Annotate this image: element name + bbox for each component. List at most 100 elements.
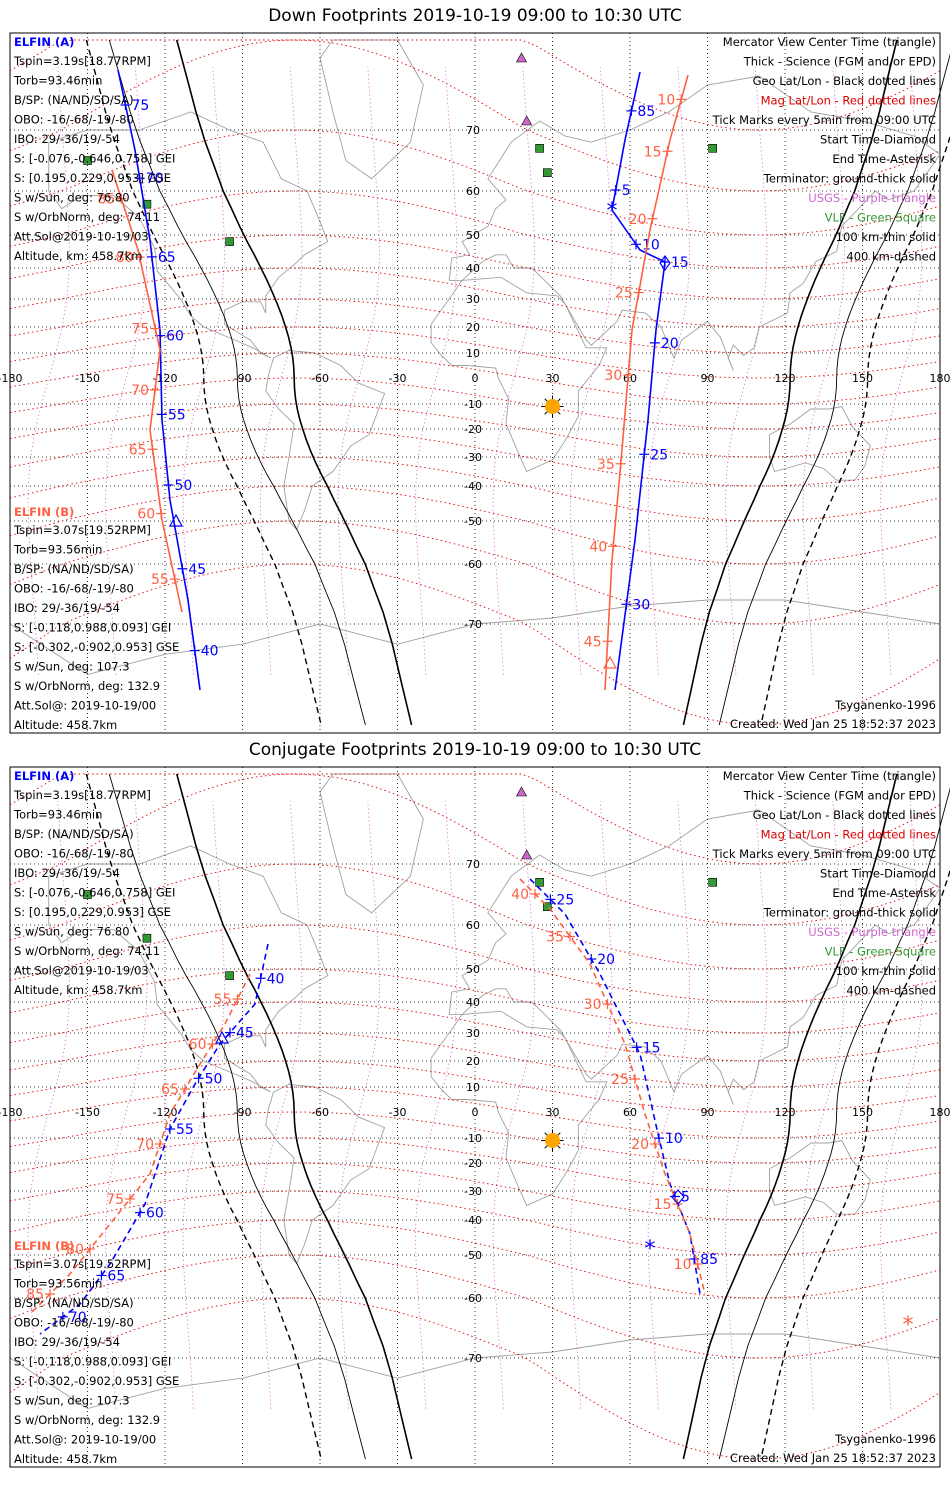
lat-tick-label: -50 bbox=[464, 1249, 482, 1262]
terminator-east-100km bbox=[718, 53, 950, 726]
legend-entry: Thick - Science (FGM and/or EPD) bbox=[743, 55, 936, 69]
axis-labels: -180 -150 -120 -90 -60 -30 0 30 60 90 120 150 180706… bbox=[0, 124, 950, 631]
elfin-a-east-track-tick-label: 15 bbox=[671, 255, 689, 271]
lon-tick-label: 0 bbox=[472, 1106, 479, 1119]
sun-icon bbox=[541, 1129, 564, 1152]
sun-ray bbox=[557, 398, 561, 402]
elfin-a-east-track-tick-label: 5 bbox=[681, 1190, 690, 1206]
elfin-b-east-track-tick-label: 30 bbox=[584, 997, 602, 1013]
elfin-b-east-track-tick-label: 10 bbox=[657, 92, 675, 108]
lon-tick-label: 30 bbox=[546, 372, 560, 385]
sun-ray bbox=[544, 411, 548, 415]
mag-latitude-line bbox=[9, 39, 941, 131]
elfin-b-param: S w/OrbNorm, deg: 132.9 bbox=[14, 679, 160, 693]
elfin-b-west-track-tick-label: 75 bbox=[131, 322, 149, 338]
legend-entry: End Time-Asterisk bbox=[832, 152, 936, 166]
elfin-b-east-track-line bbox=[604, 74, 689, 691]
lon-tick-label: 120 bbox=[775, 372, 796, 385]
coastline bbox=[319, 773, 424, 914]
lat-tick-label: -10 bbox=[464, 1132, 482, 1145]
elfin-a-title: ELFIN (A) bbox=[14, 35, 74, 49]
elfin-b-east-track-tick-label: 20 bbox=[629, 212, 647, 228]
elfin-a-east-track-tick-label: 85 bbox=[637, 104, 655, 120]
lat-tick-label: -40 bbox=[464, 1214, 482, 1227]
lat-tick-label: 30 bbox=[466, 1027, 480, 1040]
lat-tick-label: -60 bbox=[464, 558, 482, 571]
mag-latitude-line bbox=[9, 267, 941, 328]
coastline bbox=[430, 1010, 608, 1207]
lat-tick-label: 50 bbox=[466, 963, 480, 976]
elfin-b-param: B/SP: (NA/ND/SD/SA) bbox=[14, 562, 134, 576]
mag-latitude-line bbox=[9, 298, 941, 354]
coastline bbox=[48, 845, 329, 1093]
elfin-b-param: Altitude: 458.7km bbox=[14, 1452, 117, 1466]
lat-tick-label: 10 bbox=[466, 347, 480, 360]
mag-latitude-line bbox=[9, 1254, 941, 1359]
lat-tick-label: -30 bbox=[464, 1185, 482, 1198]
start-time-diamond bbox=[659, 254, 671, 272]
mag-latitude-line bbox=[9, 1137, 941, 1192]
elfin-a-param: B/SP: (NA/ND/SD/SA) bbox=[14, 93, 134, 107]
coastline bbox=[319, 39, 424, 180]
vlf-green-square bbox=[543, 168, 552, 177]
lon-tick-label: -90 bbox=[234, 1106, 252, 1119]
stations bbox=[83, 786, 717, 980]
legend-entry: Geo Lat/Lon - Black dotted lines bbox=[753, 74, 936, 88]
elfin-b-east-track-tick-label: 40 bbox=[589, 539, 607, 555]
mag-latitude-line bbox=[9, 485, 941, 565]
vlf-green-square bbox=[543, 902, 552, 911]
elfin-a-east-track-tick-label: 15 bbox=[643, 1040, 661, 1056]
mag-latitude-line bbox=[9, 773, 941, 865]
lat-tick-label: -40 bbox=[464, 480, 482, 493]
sun-ray bbox=[557, 411, 561, 415]
elfin-a-param: IBO: 29/-36/19/-54 bbox=[14, 866, 120, 880]
elfin-b-east-track-tick-label: 30 bbox=[604, 368, 622, 384]
lat-tick-label: -70 bbox=[464, 1352, 482, 1365]
legend-entry: 100 km-thin solid bbox=[836, 964, 936, 978]
elfin-b-param: IBO: 29/-36/19/-54 bbox=[14, 1335, 120, 1349]
mag-latitude-line bbox=[9, 1060, 941, 1113]
sun-ray bbox=[544, 1145, 548, 1149]
elfin-a-param: Tspin=3.19s[18.77RPM] bbox=[13, 54, 151, 68]
elfin-a-west-track-tick-label: 70 bbox=[69, 1310, 87, 1326]
sun-disc bbox=[545, 399, 560, 414]
legend-entry: USGS - Purple triangle bbox=[808, 191, 936, 205]
elfin-b-param: S: [-0.302,-0.902,0.953] GSE bbox=[14, 640, 179, 654]
footprint-tracks: 75 70 65 60 55 50 45 40 85 80 75 70 65 60 55 85 5 10 15 20 2… bbox=[97, 69, 689, 691]
elfin-b-west-track-tick-label: 85 bbox=[26, 1287, 44, 1303]
mag-latitude-line bbox=[9, 773, 941, 926]
coastline bbox=[265, 1083, 386, 1265]
center-time-triangle bbox=[168, 513, 184, 527]
end-time-asterisk: * bbox=[903, 1313, 914, 1338]
elfin-a-west-track-tick-label: 40 bbox=[201, 644, 219, 660]
mag-latitude-line bbox=[9, 1086, 941, 1139]
usgs-purple-triangle bbox=[521, 849, 533, 860]
mag-latitude-line bbox=[9, 1111, 941, 1164]
vlf-green-square bbox=[225, 237, 234, 246]
elfin-b-west-track-tick-label: 65 bbox=[129, 442, 147, 458]
terminator-east-400km bbox=[760, 134, 950, 726]
coastlines bbox=[9, 39, 941, 675]
elfin-b-west-track-tick-label: 55 bbox=[151, 572, 169, 588]
elfin-a-east-track-tick-label: 5 bbox=[622, 183, 631, 199]
elfin-b-west-track-tick-label: 85 bbox=[97, 192, 115, 208]
elfin-a-west-track-tick-label: 55 bbox=[168, 407, 186, 423]
mag-grid bbox=[9, 773, 941, 1460]
elfin-b-east-track-tick-label: 15 bbox=[654, 1197, 672, 1213]
elfin-a-param: OBO: -16/-68/-19/-80 bbox=[14, 847, 134, 861]
elfin-a-param: S: [-0.076,-0.646,0.758] GEI bbox=[14, 886, 175, 900]
elfin-b-param: S w/Sun, deg: 107.3 bbox=[14, 660, 130, 674]
info-text: ELFIN (A) Tspin=3.19s[18.77RPM] Torb=93.46… bbox=[13, 769, 936, 1466]
elfin-b-param: Att.Sol@: 2019-10-19/00 bbox=[14, 699, 156, 713]
lat-tick-label: 50 bbox=[466, 229, 480, 242]
lat-tick-label: -60 bbox=[464, 1292, 482, 1305]
mag-latitude-line bbox=[9, 39, 941, 192]
lat-tick-label: 10 bbox=[466, 1081, 480, 1094]
elfin-b-param: IBO: 29/-36/19/-54 bbox=[14, 601, 120, 615]
elfin-b-param: OBO: -16/-68/-19/-80 bbox=[14, 582, 134, 596]
lat-tick-label: -50 bbox=[464, 515, 482, 528]
elfin-a-param: S w/OrbNorm, deg: 74.11 bbox=[14, 944, 160, 958]
elfin-b-east-track-tick-label: 10 bbox=[674, 1257, 692, 1273]
map-body: -180 -150 -120 -90 -60 -30 0 30 60 90 120 150 180 70 6… bbox=[0, 766, 950, 1468]
elfin-b-west-track-tick-label: 60 bbox=[189, 1037, 207, 1053]
